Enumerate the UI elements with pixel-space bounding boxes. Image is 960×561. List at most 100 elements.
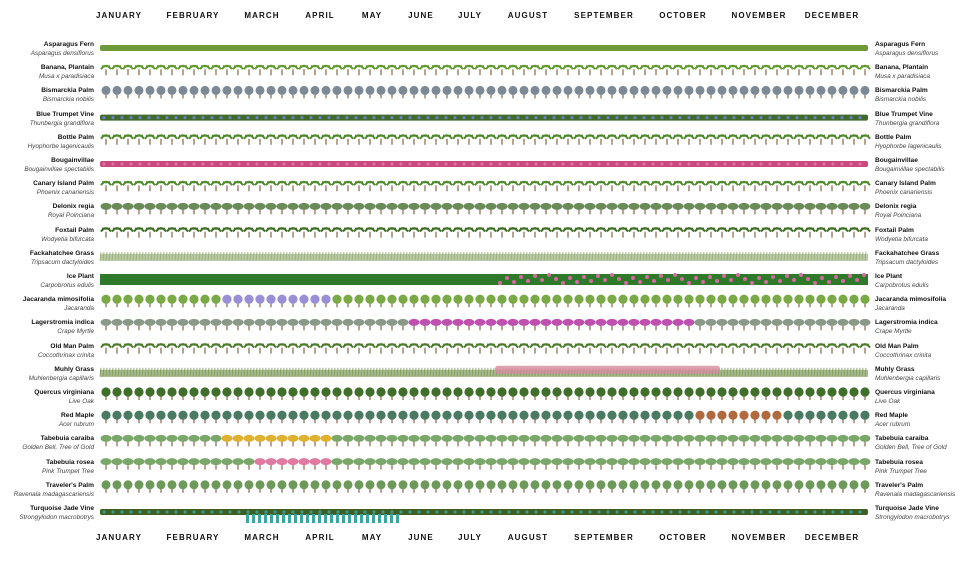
tree-canopy — [375, 202, 387, 210]
flower-mark — [732, 116, 736, 120]
grass-blade — [468, 251, 471, 261]
tree-canopy — [210, 318, 222, 326]
palm-crown — [243, 180, 255, 186]
grass-blade — [216, 367, 219, 377]
grass-blade — [774, 367, 777, 377]
fan-crown — [222, 85, 232, 95]
hanging-flower — [318, 514, 321, 523]
grass-blade — [174, 367, 177, 377]
flower-mark — [165, 510, 169, 514]
tree-canopy — [782, 202, 794, 210]
palm-crown — [386, 134, 398, 140]
fan-crown — [310, 85, 320, 95]
grass-blade — [468, 367, 471, 377]
tree-canopy — [529, 318, 541, 326]
hanging-flower — [378, 514, 381, 523]
palm-crown — [386, 180, 398, 186]
palm-crown — [529, 64, 541, 70]
flower-mark — [687, 281, 691, 285]
tree-canopy — [397, 458, 409, 466]
grass-blade — [333, 251, 336, 261]
grass-blade — [864, 251, 867, 261]
flower-mark — [795, 162, 799, 166]
flower-mark — [694, 276, 698, 280]
flower-mark — [498, 281, 502, 285]
plant-scientific-name: Golden Bell, Tree of Gold — [875, 444, 947, 452]
grass-blade — [792, 251, 795, 261]
grass-blade — [729, 367, 732, 377]
plant-scientific-name: Tripsacum dactyloides — [30, 258, 94, 266]
grass-blade — [300, 251, 303, 261]
flower-mark — [813, 116, 817, 120]
tree-canopy — [133, 434, 145, 442]
tree-canopy — [837, 434, 849, 442]
grass-blade — [477, 251, 480, 261]
tree-canopy — [464, 387, 474, 397]
grass-blade — [354, 367, 357, 377]
palm-crown — [254, 227, 266, 233]
tree-canopy — [387, 294, 397, 304]
tree-canopy — [761, 294, 771, 304]
flower-mark — [570, 116, 574, 120]
tree-canopy — [221, 318, 233, 326]
plant-scientific-name: Ravenala madagascariensis — [875, 490, 956, 498]
tree-canopy — [178, 410, 188, 420]
grass-blade — [204, 367, 207, 377]
flower-mark — [219, 116, 223, 120]
grass-blade — [441, 367, 444, 377]
flower-mark — [471, 162, 475, 166]
flower-mark — [606, 162, 610, 166]
palm-crown — [111, 134, 123, 140]
flower-mark — [526, 279, 530, 283]
flower-mark — [309, 116, 313, 120]
fan-crown — [475, 480, 485, 490]
tree-canopy — [783, 410, 793, 420]
flower-mark — [660, 162, 664, 166]
flower-mark — [750, 116, 754, 120]
tree-canopy — [518, 434, 530, 442]
fan-crown — [442, 85, 452, 95]
palm-crown — [760, 227, 772, 233]
grass-blade — [237, 251, 240, 261]
flower-mark — [543, 510, 547, 514]
flower-mark — [642, 116, 646, 120]
flower-mark — [659, 274, 663, 278]
tree-canopy — [507, 458, 519, 466]
fan-crown — [860, 480, 870, 490]
fan-crown — [629, 85, 639, 95]
flower-mark — [638, 280, 642, 284]
grass-blade — [837, 251, 840, 261]
palm-crown — [551, 343, 563, 349]
fan-crown — [585, 480, 595, 490]
flower-mark — [799, 273, 803, 277]
grass-blade — [321, 251, 324, 261]
tree-canopy — [618, 387, 628, 397]
tree-canopy — [595, 434, 607, 442]
palm-crown — [804, 180, 816, 186]
grass-blade — [189, 251, 192, 261]
tree-canopy — [650, 318, 662, 326]
tree-canopy — [496, 458, 508, 466]
fan-crown — [321, 85, 331, 95]
fan-crown — [112, 480, 122, 490]
grass-blade — [603, 251, 606, 261]
palm-crown — [760, 64, 772, 70]
palm-crown — [727, 134, 739, 140]
palm-crown — [661, 227, 673, 233]
fan-crown — [706, 480, 716, 490]
tree-canopy — [441, 318, 453, 326]
grass-blade — [135, 251, 138, 261]
fan-crown — [783, 85, 793, 95]
fan-crown — [574, 85, 584, 95]
tree-canopy — [595, 318, 607, 326]
flower-mark — [264, 162, 268, 166]
palm-crown — [298, 227, 310, 233]
grass-blade — [852, 367, 855, 377]
palm-crown — [111, 343, 123, 349]
fan-crown — [277, 85, 287, 95]
palm-crown — [760, 180, 772, 186]
palm-crown — [342, 227, 354, 233]
tree-canopy — [122, 434, 134, 442]
palm-crown — [419, 180, 431, 186]
palm-crown — [540, 227, 552, 233]
